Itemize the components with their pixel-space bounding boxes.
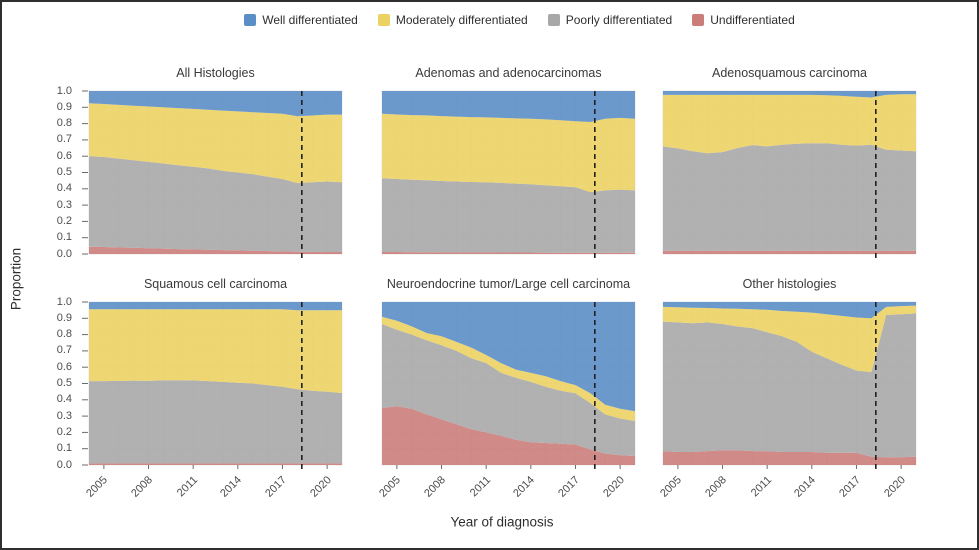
x-tick-label: 2005: [377, 474, 404, 500]
y-tick-label: 0.3: [56, 198, 72, 211]
x-tick-label: 2011: [467, 474, 493, 500]
area-moderately_differentiated: [663, 305, 916, 373]
y-tick-label: 0.9: [56, 311, 72, 324]
facet-chart-adenomas-and-adenocarcinomas: [381, 90, 636, 262]
x-tick-label: 2014: [218, 474, 245, 500]
y-tick-label: 0.1: [56, 442, 72, 455]
y-tick-label: 0.7: [56, 133, 72, 146]
area-poorly_differentiated: [89, 156, 342, 252]
area-undifferentiated: [89, 246, 342, 254]
y-tick-label: 0.3: [56, 409, 72, 422]
y-tick-label: 0.5: [56, 166, 72, 178]
area-well_differentiated: [382, 91, 635, 122]
area-poorly_differentiated: [382, 324, 635, 456]
facet-title-adenosquamous-carcinoma: Adenosquamous carcinoma: [712, 66, 867, 80]
y-tick-label: 0.5: [56, 377, 72, 389]
area-well_differentiated: [89, 91, 342, 117]
area-moderately_differentiated: [382, 316, 635, 421]
legend-label: Poorly differentiated: [565, 13, 673, 27]
x-tick-label: 2014: [792, 474, 819, 500]
x-tick-label: 2011: [174, 474, 200, 500]
moderately-differentiated-swatch-icon: [377, 14, 390, 26]
x-tick-label: 2017: [263, 474, 289, 500]
area-moderately_differentiated: [382, 113, 635, 193]
x-tick-label: 2008: [422, 474, 449, 500]
facet-title-all-histologies: All Histologies: [176, 66, 255, 80]
x-tick-label: 2017: [556, 474, 582, 500]
area-moderately_differentiated: [89, 309, 342, 393]
legend-item-well-differentiated: Well differentiated: [244, 13, 358, 27]
legend-item-undifferentiated: Undifferentiated: [692, 13, 795, 27]
y-tick-label: 0.4: [56, 393, 72, 406]
y-tick-label: 0.8: [56, 117, 72, 130]
y-tick-label: 0.9: [56, 100, 72, 113]
facet-title-squamous-cell-carcinoma: Squamous cell carcinoma: [143, 277, 288, 291]
x-tick-label: 2014: [511, 474, 538, 500]
y-tick-label: 0.6: [56, 149, 72, 162]
area-poorly_differentiated: [382, 178, 635, 253]
area-moderately_differentiated: [89, 103, 342, 184]
y-tick-label: 0.7: [56, 344, 72, 357]
area-moderately_differentiated: [663, 94, 916, 154]
y-tick-label: 0.8: [56, 328, 72, 341]
legend-item-poorly-differentiated: Poorly differentiated: [547, 13, 673, 27]
x-tick-label: 2017: [837, 474, 863, 500]
y-tick-label: 0.0: [56, 458, 72, 471]
x-axis-title: Year of diagnosis: [450, 514, 554, 530]
undifferentiated-swatch-icon: [692, 14, 705, 26]
facet-chart-all-histologies: [82, 90, 343, 262]
y-tick-label: 0.4: [56, 182, 72, 195]
y-tick-label: 0.0: [56, 247, 72, 260]
facet-title-neuroendocrine-tumor-large-cell-carcinoma: Neuroendocrine tumor/Large cell carcinom…: [386, 277, 631, 291]
area-well_differentiated: [663, 91, 916, 98]
area-undifferentiated: [663, 450, 916, 465]
area-poorly_differentiated: [663, 143, 916, 251]
area-poorly_differentiated: [89, 380, 342, 464]
facet-chart-other-histologies: [662, 301, 917, 473]
area-well_differentiated: [382, 302, 635, 412]
x-tick-label: 2008: [129, 474, 156, 500]
well-differentiated-swatch-icon: [244, 14, 257, 26]
area-undifferentiated: [89, 463, 342, 465]
legend: Well differentiated Moderately differenti…: [2, 13, 977, 27]
legend-label: Undifferentiated: [710, 13, 795, 27]
legend-item-moderately-differentiated: Moderately differentiated: [377, 13, 528, 27]
area-undifferentiated: [382, 406, 635, 465]
x-tick-label: 2020: [881, 474, 908, 500]
x-tick-label: 2008: [703, 474, 730, 500]
area-poorly_differentiated: [663, 313, 916, 458]
facet-chart-neuroendocrine-tumor-large-cell-carcinoma: [381, 301, 636, 473]
y-tick-label: 1.0: [56, 295, 72, 308]
legend-label: Well differentiated: [262, 13, 358, 27]
legend-label: Moderately differentiated: [395, 13, 528, 27]
poorly-differentiated-swatch-icon: [547, 14, 560, 26]
x-tick-label: 2011: [748, 474, 774, 500]
y-tick-label: 0.2: [56, 214, 72, 227]
x-tick-label: 2005: [84, 474, 111, 500]
facet-chart-adenosquamous-carcinoma: [662, 90, 917, 262]
facet-title-other-histologies: Other histologies: [742, 277, 837, 291]
area-well_differentiated: [663, 302, 916, 319]
y-tick-label: 0.2: [56, 425, 72, 438]
x-tick-label: 2020: [600, 474, 627, 500]
facet-title-adenomas-and-adenocarcinomas: Adenomas and adenocarcinomas: [415, 66, 602, 80]
area-undifferentiated: [663, 250, 916, 254]
y-tick-label: 1.0: [56, 84, 72, 97]
area-well_differentiated: [89, 302, 342, 311]
y-tick-label: 0.6: [56, 360, 72, 373]
y-axis-title: Proportion: [8, 247, 24, 311]
facet-chart-squamous-cell-carcinoma: [82, 301, 343, 473]
y-tick-label: 0.1: [56, 231, 72, 244]
area-undifferentiated: [382, 252, 635, 254]
x-tick-label: 2020: [307, 474, 334, 500]
x-tick-label: 2005: [658, 474, 685, 500]
